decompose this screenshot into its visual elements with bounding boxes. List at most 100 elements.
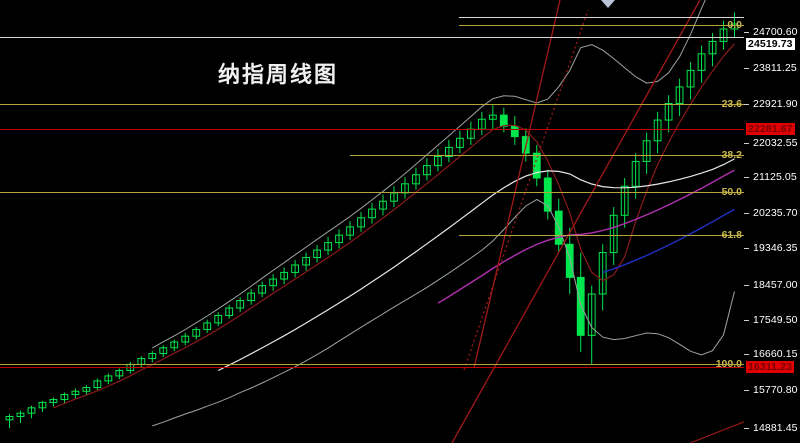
top-marker-icon [601, 0, 615, 8]
candle-body [488, 114, 497, 120]
axis-tick [744, 285, 749, 286]
candle-body [82, 387, 91, 392]
candle-body [423, 165, 431, 176]
candle-body [170, 341, 179, 349]
ma-magenta [437, 169, 735, 304]
axis-price-label: 15770.80 [753, 384, 798, 396]
candle-body [203, 322, 212, 331]
candle-body [730, 23, 739, 30]
plot-area[interactable]: 0.0 23.6 38.2 50.0 61.8 100.0 纳指周线图 [0, 0, 744, 443]
candle-body [313, 249, 321, 259]
candle-body [27, 407, 36, 414]
axis-tick [744, 68, 749, 69]
candle-body [664, 103, 673, 121]
candle-body [620, 185, 629, 216]
resistance-line [0, 129, 744, 130]
fib-label-100-0: 100.0 [715, 358, 742, 370]
bollinger-lower [152, 198, 735, 427]
ma-short-red [53, 43, 735, 409]
candle-body [324, 242, 332, 251]
candle-body [258, 285, 267, 294]
candle-body [38, 401, 47, 409]
candle-body [510, 125, 519, 138]
candle-body [247, 292, 256, 302]
candle-body [412, 174, 420, 185]
candle-body [148, 353, 157, 360]
alert-price-label-lower: 16311.23 [746, 361, 795, 373]
fib-line-0-0 [459, 25, 744, 26]
axis-tick [744, 248, 749, 249]
price-series-svg [5, 0, 744, 443]
candle-body [565, 243, 574, 278]
candle-body [192, 329, 201, 337]
fib-line-100-0 [0, 364, 744, 365]
white-level-line [459, 17, 744, 18]
fib-line-38-2 [350, 155, 744, 156]
axis-price-label: 18457.00 [753, 279, 798, 291]
axis-price-label: 16660.15 [753, 348, 798, 360]
axis-tick [744, 390, 749, 391]
axis-tick [744, 104, 749, 105]
candle-body [71, 390, 80, 396]
candle-body [368, 208, 376, 219]
axis-price-label: 22921.90 [753, 98, 798, 110]
candle-body [280, 271, 289, 280]
candle-body [346, 226, 354, 236]
candle-body [16, 412, 25, 418]
fib-line-61-8 [459, 235, 744, 236]
candle-body [675, 86, 684, 105]
axis-tick [744, 32, 749, 33]
axis-tick [744, 320, 749, 321]
candle-body [291, 264, 300, 273]
candle-body [642, 140, 651, 162]
candle-body [93, 380, 102, 389]
candle-body [543, 177, 552, 212]
candle-body [631, 160, 640, 187]
axis-price-label: 19346.35 [753, 242, 798, 254]
candle-body [434, 155, 442, 167]
candle-body [115, 370, 124, 377]
candle-body [5, 416, 14, 421]
trend-red-solid-2 [473, 0, 561, 369]
axis-price-label: 17549.50 [753, 314, 798, 326]
ma-long-white [217, 158, 735, 372]
fib-label-23-6: 23.6 [721, 98, 742, 110]
axis-tick [744, 177, 749, 178]
resistance-line [0, 367, 744, 368]
fib-label-61-8: 61.8 [721, 229, 742, 241]
candle-body [214, 314, 223, 324]
trend-red-lower [689, 421, 744, 443]
axis-tick [744, 143, 749, 144]
candle-body [444, 146, 453, 157]
fib-label-38-2: 38.2 [721, 149, 742, 161]
candle-body [455, 137, 464, 148]
axis-price-label: 21125.05 [753, 171, 797, 183]
candle-body [49, 399, 58, 403]
candle-body [357, 217, 365, 228]
candle-body [532, 152, 541, 179]
fib-label-50-0: 50.0 [721, 186, 742, 198]
page-title: 纳指周线图 [218, 63, 339, 88]
candle-body [587, 293, 596, 336]
price-axis[interactable]: 24700.60 23811.25 22921.90 22032.55 21125.05… [744, 0, 800, 443]
candle-body [181, 335, 190, 343]
white-level-line [0, 37, 744, 38]
candle-body [379, 200, 387, 210]
candle-body [236, 300, 245, 309]
trend-red-solid-1 [451, 0, 701, 443]
candle-body [269, 278, 278, 287]
axis-tick [744, 354, 749, 355]
axis-price-label: 20235.70 [753, 207, 798, 219]
candle-body [104, 375, 113, 382]
axis-price-label: 22032.55 [753, 137, 798, 149]
candle-body [598, 252, 607, 295]
bollinger-upper [152, 0, 706, 349]
fib-label-0-0: 0.0 [727, 19, 742, 31]
fib-line-50-0 [0, 192, 744, 193]
candle-body [708, 40, 717, 55]
candle-body [159, 347, 168, 355]
alert-price-label-upper: 22281.67 [746, 123, 795, 135]
axis-tick [744, 428, 749, 429]
fib-line-23-6 [0, 104, 744, 105]
